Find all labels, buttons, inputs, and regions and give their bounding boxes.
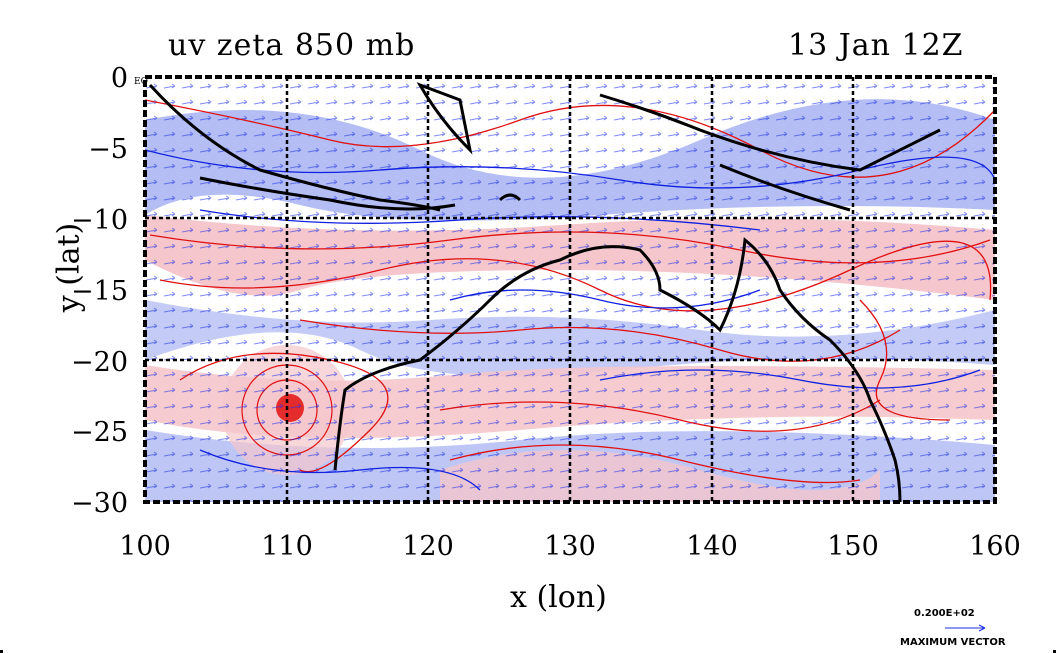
x-tick-140: 140 — [686, 531, 738, 562]
map-datetime: 13 Jan 12Z — [788, 28, 964, 63]
y-tick-m5: −5 — [88, 134, 128, 165]
x-tick-labels: 100 110 120 130 140 150 160 — [119, 531, 1021, 562]
y-tick-m15: −15 — [71, 276, 128, 307]
x-tick-100: 100 — [119, 531, 171, 562]
x-tick-120: 120 — [402, 531, 454, 562]
y-axis-label: y (lat) — [51, 222, 87, 313]
x-tick-110: 110 — [261, 531, 313, 562]
x-tick-160: 160 — [969, 531, 1021, 562]
corner-mark-left — [0, 650, 3, 653]
plot-area — [145, 77, 995, 502]
coast-sumatra-java — [148, 83, 441, 212]
map-title: uv zeta 850 mb — [168, 28, 416, 63]
plot-frame — [143, 75, 997, 504]
x-tick-150: 150 — [827, 531, 879, 562]
y-tick-m25: −25 — [71, 417, 128, 448]
eq-label: EQ — [134, 77, 148, 87]
coast-new-guinea — [599, 93, 941, 172]
coast-borneo — [416, 82, 473, 155]
legend-max-vector-caption: MAXIMUM VECTOR — [900, 637, 1006, 648]
corner-mark-right — [1053, 650, 1056, 653]
y-tick-m10: −10 — [71, 205, 128, 236]
legend-max-vector-value: 0.200E+02 — [914, 608, 975, 619]
x-tick-130: 130 — [544, 531, 596, 562]
y-tick-m20: −20 — [71, 347, 128, 378]
y-tick-labels: 0 −5 −10 −15 −20 −25 −30 — [71, 63, 128, 519]
y-tick-0: 0 — [111, 63, 128, 94]
y-tick-m30: −30 — [71, 488, 128, 519]
x-axis-label: x (lon) — [510, 580, 607, 615]
graticule — [145, 77, 995, 502]
